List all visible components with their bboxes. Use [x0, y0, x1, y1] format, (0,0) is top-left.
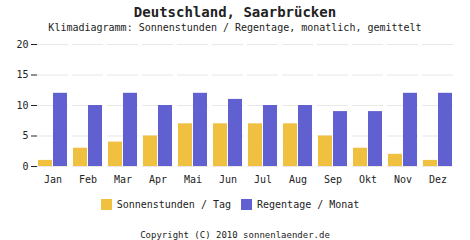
svg-text:Aug: Aug — [289, 174, 307, 185]
svg-text:0: 0 — [22, 161, 28, 172]
svg-text:Jul: Jul — [254, 174, 272, 185]
svg-text:Mai: Mai — [184, 174, 202, 185]
svg-text:Apr: Apr — [149, 174, 167, 185]
html-text:Sonnenstunden / Tag: Sonnenstunden / Tag — [116, 199, 231, 210]
svg-text:10: 10 — [16, 100, 28, 111]
svg-text:20: 20 — [16, 39, 28, 50]
html-text:Deutschland, Saarbrücken: Deutschland, Saarbrücken — [133, 4, 337, 20]
svg-text:15: 15 — [16, 69, 28, 80]
svg-text:Okt: Okt — [359, 174, 377, 185]
svg-text:Jun: Jun — [219, 174, 237, 185]
svg-text:Mar: Mar — [114, 174, 132, 185]
svg-text:5: 5 — [22, 130, 28, 141]
svg-text:Nov: Nov — [394, 174, 412, 185]
html-text:Copyright (C) 2010 sonnenlaend: Copyright (C) 2010 sonnenlaender.de — [140, 230, 330, 240]
html-text:Klimadiagramm: Sonnenstunden /: Klimadiagramm: Sonnenstunden / Regentage… — [48, 22, 422, 33]
html-text:Regentage / Monat: Regentage / Monat — [257, 199, 360, 210]
svg-text:Dez: Dez — [429, 174, 447, 185]
svg-text:Jan: Jan — [44, 174, 62, 185]
svg-text:Sep: Sep — [324, 174, 342, 185]
svg-text:Feb: Feb — [79, 174, 97, 185]
